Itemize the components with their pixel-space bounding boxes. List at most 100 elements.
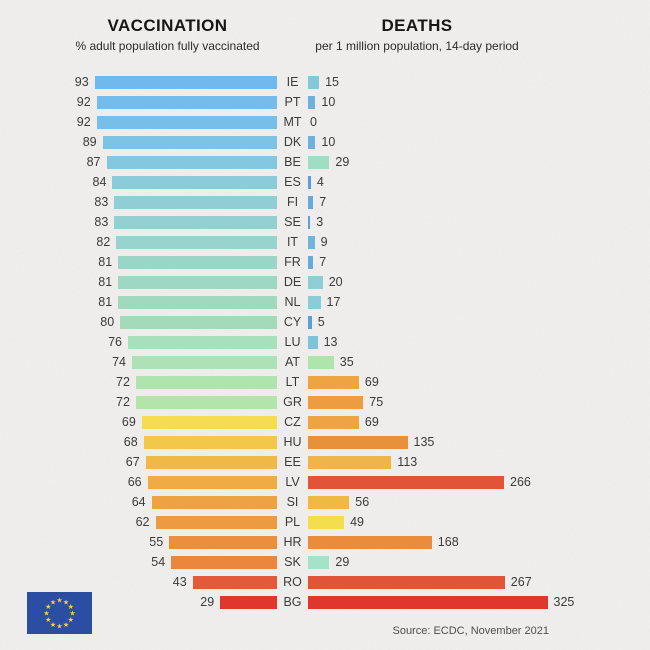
vaccination-zone: 81 (0, 275, 277, 289)
country-row: 81 FR 7 (0, 252, 650, 272)
deaths-bar (308, 495, 350, 509)
deaths-bar (308, 595, 548, 609)
vaccination-zone: 87 (0, 155, 277, 169)
deaths-value-label: 20 (328, 275, 343, 289)
vaccination-bar (114, 195, 277, 209)
vaccination-bar (141, 415, 277, 429)
vaccination-bar (155, 515, 277, 529)
country-row: 84 ES 4 (0, 172, 650, 192)
country-code-label: BG (283, 595, 302, 609)
vaccination-bar (192, 575, 277, 589)
deaths-value-label: 4 (316, 175, 324, 189)
deaths-value-label: 5 (317, 315, 325, 329)
vaccination-subtitle: % adult population fully vaccinated (75, 39, 260, 53)
country-code-label: CY (283, 315, 302, 329)
country-row: 93 IE 15 (0, 72, 650, 92)
deaths-zone: 113 (308, 455, 650, 469)
country-row: 83 SE 3 (0, 212, 650, 232)
deaths-value-label: 3 (316, 215, 324, 229)
vaccination-value-label: 66 (127, 475, 142, 489)
country-code-label: BE (284, 155, 301, 169)
country-code-label: IE (286, 75, 299, 89)
vaccination-bar (106, 155, 277, 169)
vaccination-zone: 76 (0, 335, 277, 349)
country-row: 81 DE 20 (0, 272, 650, 292)
deaths-value-label: 75 (369, 395, 384, 409)
country-row: 62 PL 49 (0, 512, 650, 532)
vaccination-value-label: 89 (82, 135, 97, 149)
deaths-zone: 17 (308, 295, 650, 309)
vaccination-zone: 82 (0, 235, 277, 249)
deaths-zone: 0 (308, 115, 650, 129)
deaths-zone: 13 (308, 335, 650, 349)
vaccination-value-label: 92 (76, 95, 91, 109)
vaccination-value-label: 81 (98, 255, 113, 269)
vaccination-bar (120, 315, 277, 329)
country-row: 81 NL 17 (0, 292, 650, 312)
vaccination-bar (118, 295, 277, 309)
svg-text:★: ★ (56, 597, 62, 605)
country-row: 54 SK 29 (0, 552, 650, 572)
vaccination-zone: 93 (0, 75, 277, 89)
country-row: 69 CZ 69 (0, 412, 650, 432)
vaccination-bar (128, 335, 277, 349)
vaccination-zone: 92 (0, 115, 277, 129)
deaths-bar (308, 235, 315, 249)
country-row: 68 HU 135 (0, 432, 650, 452)
deaths-value-label: 13 (323, 335, 338, 349)
deaths-bar (308, 575, 505, 589)
vaccination-value-label: 87 (86, 155, 101, 169)
deaths-bar (308, 435, 408, 449)
deaths-zone: 29 (308, 155, 650, 169)
country-row: 92 PT 10 (0, 92, 650, 112)
country-row: 72 GR 75 (0, 392, 650, 412)
country-code-label: FR (284, 255, 301, 269)
deaths-bar (308, 135, 316, 149)
vaccination-zone: 69 (0, 415, 277, 429)
vaccination-bar (169, 535, 277, 549)
deaths-bar (308, 315, 312, 329)
vaccination-bar (94, 75, 277, 89)
vaccination-bar (147, 475, 277, 489)
deaths-value-label: 267 (510, 575, 532, 589)
deaths-bar (308, 295, 321, 309)
deaths-zone: 7 (308, 195, 650, 209)
country-row: 87 BE 29 (0, 152, 650, 172)
deaths-zone: 49 (308, 515, 650, 529)
eu-flag-icon: ★ ★★★★★★★★★★★ (27, 592, 92, 634)
deaths-zone: 4 (308, 175, 650, 189)
vaccination-zone: 66 (0, 475, 277, 489)
deaths-value-label: 35 (339, 355, 354, 369)
vaccination-zone: 55 (0, 535, 277, 549)
vaccination-bar (102, 135, 277, 149)
country-row: 55 HR 168 (0, 532, 650, 552)
deaths-value-label: 10 (321, 95, 336, 109)
country-code-label: ES (284, 175, 301, 189)
vaccination-bar (132, 355, 277, 369)
vaccination-bar (220, 595, 277, 609)
vaccination-value-label: 83 (94, 195, 109, 209)
vaccination-bar (114, 215, 277, 229)
vaccination-zone: 62 (0, 515, 277, 529)
deaths-zone: 3 (308, 215, 650, 229)
vaccination-value-label: 55 (149, 535, 164, 549)
vaccination-bar (96, 115, 277, 129)
deaths-value-label: 168 (437, 535, 459, 549)
country-code-label: RO (283, 575, 302, 589)
vaccination-bar (112, 175, 277, 189)
deaths-bar (308, 375, 359, 389)
deaths-value-label: 325 (553, 595, 575, 609)
deaths-value-label: 7 (319, 255, 327, 269)
vaccination-value-label: 81 (98, 295, 113, 309)
vaccination-value-label: 43 (172, 575, 187, 589)
country-row: 82 IT 9 (0, 232, 650, 252)
deaths-value-label: 29 (335, 155, 350, 169)
country-code-label: SK (284, 555, 301, 569)
svg-text:★: ★ (63, 621, 69, 629)
country-row: 66 LV 266 (0, 472, 650, 492)
deaths-zone: 29 (308, 555, 650, 569)
deaths-zone: 5 (308, 315, 650, 329)
deaths-value-label: 69 (364, 415, 379, 429)
vaccination-zone: 72 (0, 375, 277, 389)
vaccination-zone: 54 (0, 555, 277, 569)
